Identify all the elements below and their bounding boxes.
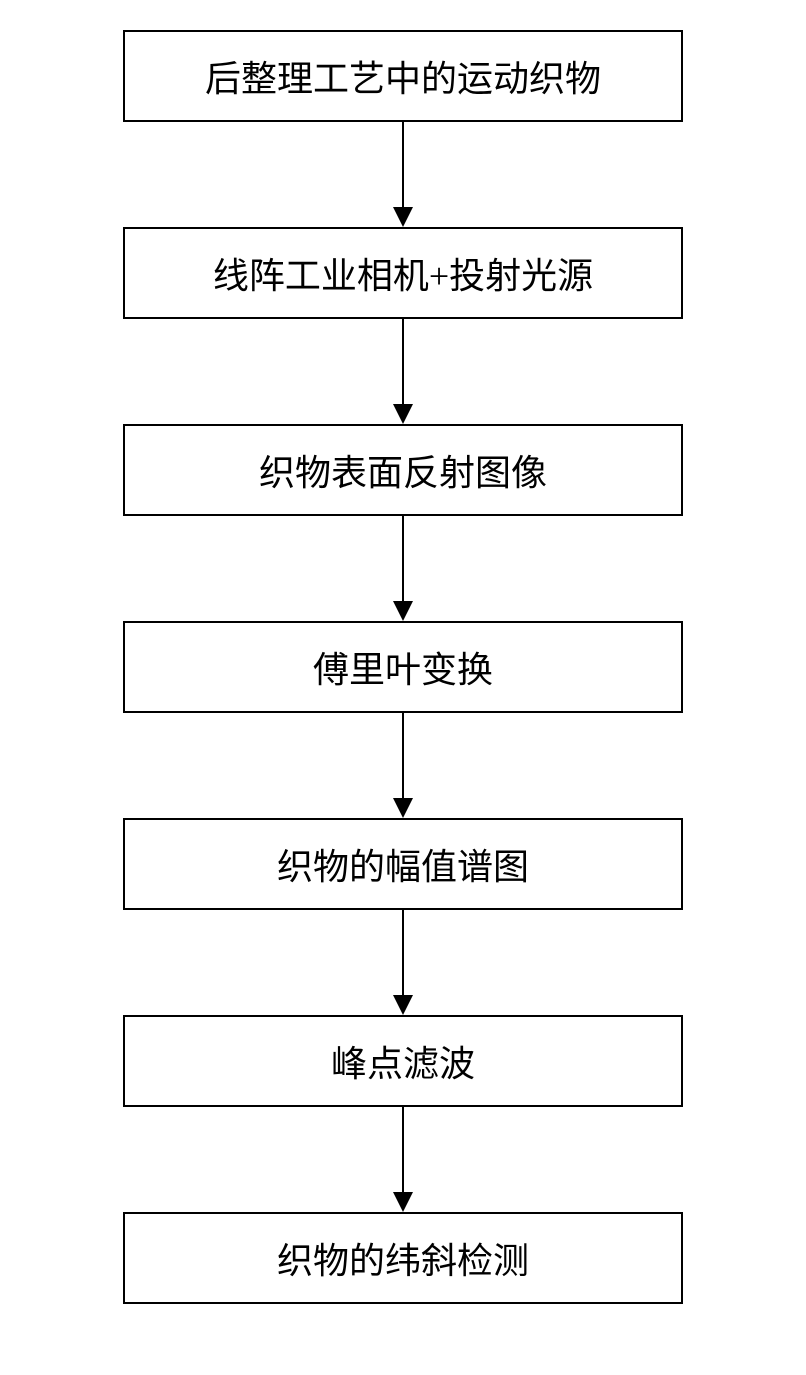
node-label: 织物的幅值谱图 xyxy=(277,838,529,890)
arrow-head-icon xyxy=(393,1192,413,1212)
flowchart-node: 线阵工业相机+投射光源 xyxy=(123,227,683,319)
node-label: 织物的纬斜检测 xyxy=(277,1232,529,1284)
flowchart-node: 傅里叶变换 xyxy=(123,621,683,713)
arrow-line xyxy=(402,713,404,798)
arrow-line xyxy=(402,516,404,601)
node-label: 线阵工业相机+投射光源 xyxy=(213,247,593,299)
node-label: 峰点滤波 xyxy=(331,1035,475,1087)
flowchart-node: 织物的纬斜检测 xyxy=(123,1212,683,1304)
flowchart-arrow xyxy=(393,1107,413,1212)
flowchart-container: 后整理工艺中的运动织物 线阵工业相机+投射光源 织物表面反射图像 傅里叶变换 织… xyxy=(123,30,683,1304)
flowchart-arrow xyxy=(393,516,413,621)
arrow-head-icon xyxy=(393,404,413,424)
arrow-head-icon xyxy=(393,995,413,1015)
flowchart-node: 峰点滤波 xyxy=(123,1015,683,1107)
flowchart-arrow xyxy=(393,319,413,424)
flowchart-node: 后整理工艺中的运动织物 xyxy=(123,30,683,122)
flowchart-node: 织物的幅值谱图 xyxy=(123,818,683,910)
node-label: 后整理工艺中的运动织物 xyxy=(205,50,601,102)
arrow-line xyxy=(402,910,404,995)
arrow-head-icon xyxy=(393,207,413,227)
arrow-line xyxy=(402,319,404,404)
flowchart-arrow xyxy=(393,122,413,227)
flowchart-arrow xyxy=(393,910,413,1015)
arrow-line xyxy=(402,1107,404,1192)
arrow-head-icon xyxy=(393,798,413,818)
flowchart-node: 织物表面反射图像 xyxy=(123,424,683,516)
node-label: 傅里叶变换 xyxy=(313,641,493,693)
flowchart-arrow xyxy=(393,713,413,818)
arrow-line xyxy=(402,122,404,207)
node-label: 织物表面反射图像 xyxy=(259,444,547,496)
arrow-head-icon xyxy=(393,601,413,621)
